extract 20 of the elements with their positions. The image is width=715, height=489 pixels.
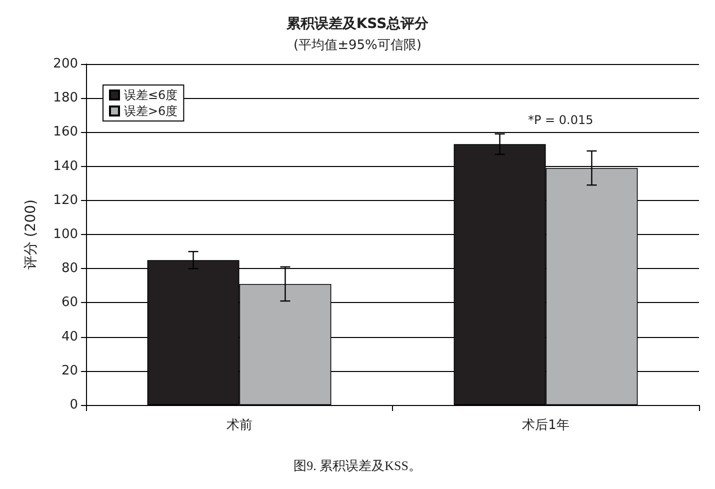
x-tick-label: 术后1年 [522, 418, 570, 433]
legend-label: 误差≤6度 [124, 88, 178, 102]
y-tick-label: 160 [53, 124, 78, 140]
legend-label: 误差>6度 [124, 104, 178, 118]
y-tick-label: 60 [61, 295, 78, 310]
y-tick-label: 0 [70, 398, 78, 412]
chart-subtitle: (平均值±95%可信限) [294, 38, 422, 53]
chart-title: 累积误差及KSS总评分 [285, 16, 430, 32]
y-tick-label: 100 [53, 227, 78, 242]
y-tick-label: 40 [61, 329, 78, 344]
y-tick-label: 20 [61, 363, 78, 378]
y-tick-label: 180 [53, 90, 78, 106]
y-tick-label: 80 [61, 261, 78, 276]
annotation: *P = 0.015 [528, 113, 594, 127]
caption: 图9. 累积误差及KSS。 [294, 458, 422, 473]
y-tick-label: 200 [53, 56, 78, 72]
y-axis-title: 评分 (200) [23, 199, 39, 270]
x-tick-label: 术前 [226, 418, 252, 433]
y-tick-label: 120 [53, 192, 78, 208]
y-tick-label: 140 [53, 158, 78, 174]
